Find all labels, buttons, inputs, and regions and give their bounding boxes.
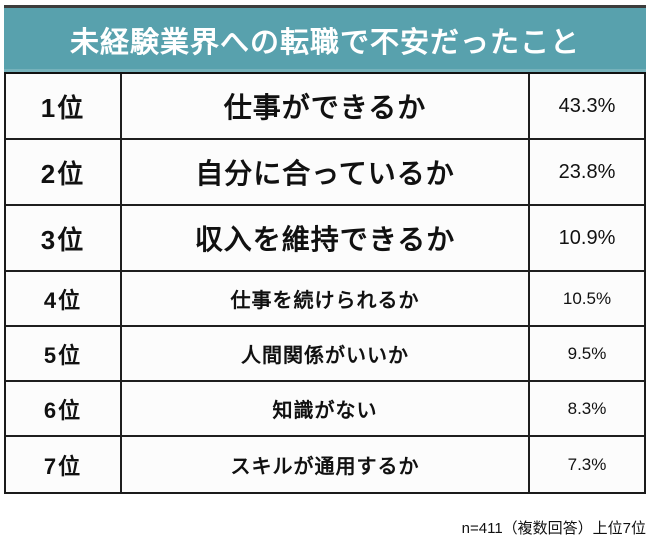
percent-cell: 9.5% — [528, 327, 644, 380]
table-row: 1位 仕事ができるか 43.3% — [6, 74, 644, 140]
item-cell: 知識がない — [272, 400, 378, 422]
percent-cell: 43.3% — [528, 74, 644, 138]
percent-cell: 10.5% — [528, 272, 644, 325]
table-row: 2位 自分に合っているか 23.8% — [6, 140, 644, 206]
table-row: 6位 知識がない 8.3% — [6, 382, 644, 437]
page-title: 未経験業界への転職で不安だったこと — [69, 27, 580, 59]
percent-cell: 23.8% — [528, 140, 644, 204]
rank-cell: 3位 — [6, 206, 122, 270]
item-cell: 自分に合っているか — [195, 158, 455, 189]
table-row: 7位 スキルが通用するか 7.3% — [6, 437, 644, 492]
table-header: 未経験業界への転職で不安だったこと — [4, 5, 646, 74]
table-row: 3位 収入を維持できるか 10.9% — [6, 206, 644, 272]
rank-cell: 6位 — [6, 382, 122, 435]
percent-cell: 10.9% — [528, 206, 644, 270]
table-row: 5位 人間関係がいいか 9.5% — [6, 327, 644, 382]
rank-cell: 5位 — [6, 327, 122, 380]
percent-cell: 7.3% — [528, 437, 644, 492]
rank-cell: 4位 — [6, 272, 122, 325]
item-cell: 収入を維持できるか — [194, 224, 456, 255]
item-cell: 人間関係がいいか — [241, 345, 409, 367]
percent-cell: 8.3% — [528, 382, 644, 435]
rank-cell: 2位 — [6, 140, 122, 204]
item-cell: 仕事ができるか — [223, 92, 427, 123]
sample-size-note: n=411（複数回答）上位7位 — [461, 520, 646, 537]
rank-cell: 7位 — [6, 437, 122, 492]
item-cell: 仕事を続けられるか — [230, 290, 420, 312]
table-body: 1位 仕事ができるか 43.3% 2位 自分に合っているか 23.8% 3位 収… — [4, 74, 646, 494]
rank-cell: 1位 — [6, 74, 122, 138]
ranking-table: 未経験業界への転職で不安だったこと 1位 仕事ができるか 43.3% 2位 自分… — [4, 5, 646, 494]
table-row: 4位 仕事を続けられるか 10.5% — [6, 272, 644, 327]
item-cell: スキルが通用するか — [230, 456, 420, 478]
